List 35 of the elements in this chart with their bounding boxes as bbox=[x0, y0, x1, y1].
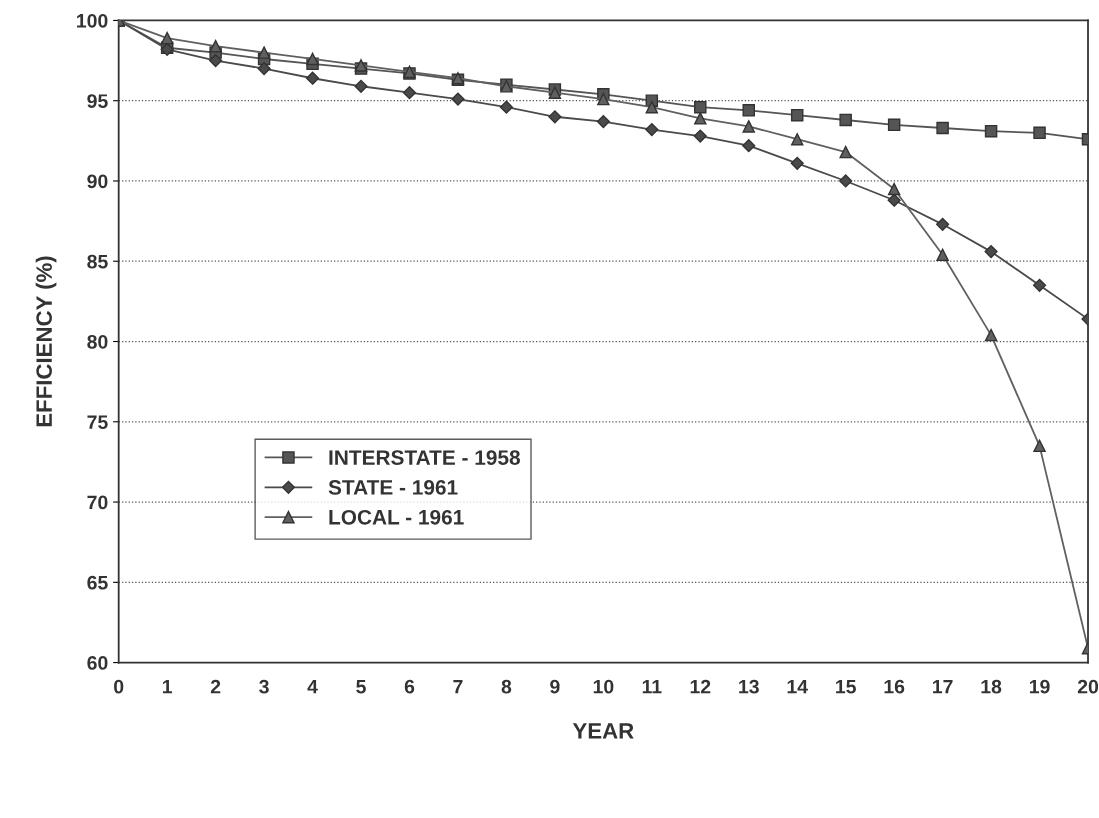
x-tick-label: 19 bbox=[1029, 679, 1050, 694]
x-tick-label: 9 bbox=[550, 679, 560, 694]
y-tick-label: 80 bbox=[87, 334, 108, 349]
x-tick-label: 18 bbox=[981, 679, 1002, 694]
x-tick-label: 10 bbox=[593, 679, 614, 694]
x-tick-label: 15 bbox=[836, 679, 856, 694]
legend-label: STATE - 1961 bbox=[328, 480, 458, 495]
x-tick-label: 12 bbox=[690, 679, 711, 694]
x-tick-label: 13 bbox=[739, 679, 759, 694]
x-tick-label: 0 bbox=[114, 679, 124, 694]
y-tick-label: 85 bbox=[87, 254, 108, 269]
x-tick-label: 20 bbox=[1077, 679, 1099, 694]
y-tick-label: 90 bbox=[87, 174, 108, 189]
x-tick-label: 16 bbox=[884, 679, 905, 694]
y-tick-label: 60 bbox=[87, 656, 108, 670]
x-tick-label: 3 bbox=[259, 679, 269, 694]
legend-label: LOCAL - 1961 bbox=[329, 509, 464, 525]
y-axis-title: EFFICIENCY (%) bbox=[35, 256, 57, 427]
y-tick-label: 65 bbox=[87, 575, 108, 590]
x-tick-label: 7 bbox=[453, 679, 463, 694]
x-tick-label: 11 bbox=[642, 679, 662, 694]
x-tick-label: 5 bbox=[356, 679, 366, 694]
x-tick-label: 8 bbox=[501, 679, 512, 694]
y-tick-label: 70 bbox=[87, 495, 108, 510]
y-tick-label: 75 bbox=[87, 415, 108, 430]
x-axis-title: YEAR bbox=[572, 723, 634, 739]
y-tick-label: 100 bbox=[77, 13, 108, 28]
x-tick-label: 6 bbox=[404, 679, 415, 694]
legend-label: INTERSTATE - 1958 bbox=[329, 450, 520, 465]
x-tick-label: 17 bbox=[933, 679, 953, 694]
x-tick-label: 14 bbox=[787, 679, 808, 694]
x-tick-label: 4 bbox=[307, 679, 318, 694]
x-tick-label: 2 bbox=[210, 679, 221, 694]
x-tick-label: 1 bbox=[162, 679, 173, 694]
y-tick-label: 95 bbox=[87, 94, 108, 108]
